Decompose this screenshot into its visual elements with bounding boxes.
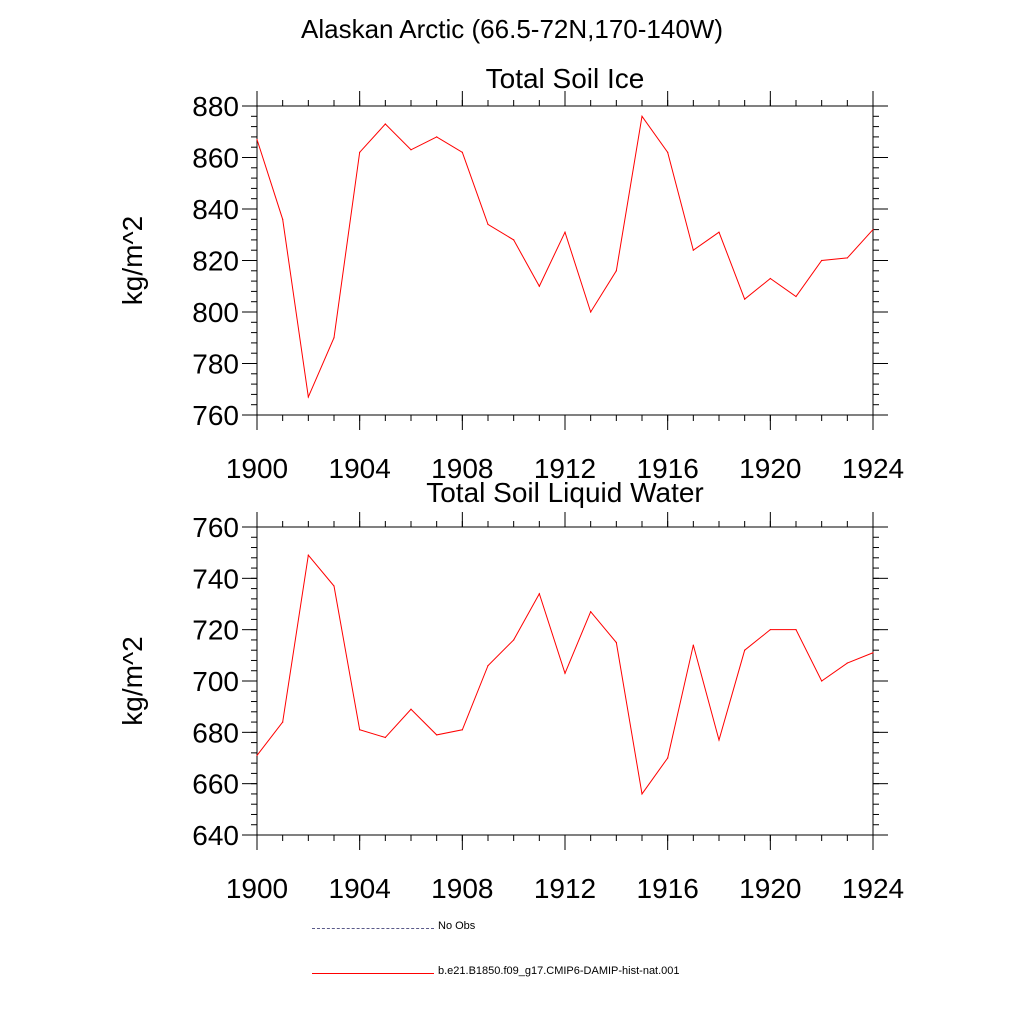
data-point xyxy=(564,672,566,674)
y-tick-label: 760 xyxy=(192,400,239,431)
data-point xyxy=(487,223,489,226)
data-point xyxy=(846,257,848,259)
x-tick-label: 1916 xyxy=(637,453,699,484)
y-tick-label: 740 xyxy=(192,563,239,594)
x-tick-label: 1904 xyxy=(329,453,391,484)
data-point xyxy=(692,644,694,646)
y-tick-label: 720 xyxy=(192,615,239,646)
panel-title: Total Soil Ice xyxy=(486,63,645,94)
x-tick-label: 1900 xyxy=(226,453,288,484)
data-point xyxy=(564,231,566,233)
x-tick-label: 1912 xyxy=(534,873,596,904)
x-tick-label: 1924 xyxy=(842,453,904,484)
data-point xyxy=(846,662,848,664)
data-point xyxy=(333,337,335,339)
x-tick-label: 1900 xyxy=(226,873,288,904)
data-point xyxy=(795,629,797,631)
panel-total-soil-liquid-water: 640 660 680 700 720 740 760 1900 1904 1908 1912 191… xyxy=(117,477,904,904)
data-point xyxy=(744,649,746,651)
data-point xyxy=(538,593,540,595)
y-axis-label: kg/m^2 xyxy=(117,636,148,725)
data-point xyxy=(410,149,412,151)
data-point xyxy=(615,641,617,644)
data-point xyxy=(410,708,412,710)
data-point xyxy=(692,249,694,251)
data-point xyxy=(282,721,284,723)
data-point xyxy=(795,295,797,298)
data-point xyxy=(461,151,463,153)
data-point xyxy=(538,285,540,287)
legend-line-dashed xyxy=(312,928,434,929)
data-point xyxy=(667,151,669,153)
x-tick-label: 1920 xyxy=(739,453,801,484)
legend-label-no-obs: No Obs xyxy=(438,920,476,932)
data-point xyxy=(513,239,515,241)
y-tick-label: 780 xyxy=(192,349,239,380)
data-point xyxy=(590,611,592,613)
data-point xyxy=(307,396,309,398)
series-line xyxy=(256,554,874,796)
panel-title: Total Soil Liquid Water xyxy=(426,477,704,508)
y-tick-label: 860 xyxy=(192,143,239,174)
data-point xyxy=(384,736,386,739)
data-point xyxy=(872,652,874,654)
data-point xyxy=(359,151,361,153)
data-point xyxy=(769,277,771,280)
data-point xyxy=(641,793,643,795)
data-point xyxy=(718,739,720,741)
data-point xyxy=(821,680,823,682)
y-axis-label: kg/m^2 xyxy=(117,216,148,305)
legend-item-no-obs: No Obs xyxy=(312,918,812,938)
figure-main-title: Alaskan Arctic (66.5-72N,170-140W) xyxy=(301,14,723,44)
data-point xyxy=(333,585,335,587)
data-point xyxy=(282,218,284,220)
legend-line-solid xyxy=(312,973,434,974)
data-point xyxy=(461,729,463,731)
data-point xyxy=(769,629,771,631)
data-point xyxy=(436,734,438,736)
x-tick-label: 1916 xyxy=(637,873,699,904)
data-point xyxy=(359,729,361,731)
data-point xyxy=(307,554,309,556)
panel-total-soil-ice: 760 780 800 820 840 860 880 1900 1904 1908 1912 191… xyxy=(117,63,904,484)
x-tick-label: 1908 xyxy=(431,453,493,484)
data-point xyxy=(821,259,823,262)
plot-frame xyxy=(256,526,874,836)
data-point xyxy=(718,231,720,233)
data-point xyxy=(256,138,258,141)
y-tick-label: 660 xyxy=(192,769,239,800)
plot-frame xyxy=(256,105,874,416)
y-tick-label: 700 xyxy=(192,666,239,697)
data-point xyxy=(436,136,438,138)
data-point xyxy=(641,115,643,117)
y-tick-label: 680 xyxy=(192,717,239,748)
legend-item-model-run: b.e21.B1850.f09_g17.CMIP6-DAMIP-hist-nat… xyxy=(312,963,812,983)
series-line xyxy=(256,115,874,399)
data-point xyxy=(487,665,489,667)
data-point xyxy=(744,298,746,300)
y-tick-label: 880 xyxy=(192,91,239,122)
data-point xyxy=(256,754,258,757)
data-point xyxy=(667,757,669,759)
x-tick-label: 1904 xyxy=(329,873,391,904)
data-point xyxy=(872,229,874,231)
x-tick-label: 1908 xyxy=(431,873,493,904)
y-tick-label: 820 xyxy=(192,246,239,277)
y-tick-label: 840 xyxy=(192,194,239,225)
x-tick-label: 1912 xyxy=(534,453,596,484)
y-tick-label: 760 xyxy=(192,512,239,543)
data-point xyxy=(615,270,617,272)
y-tick-label: 800 xyxy=(192,297,239,328)
x-tick-label: 1924 xyxy=(842,873,904,904)
data-point xyxy=(590,311,592,313)
y-tick-label: 640 xyxy=(192,820,239,851)
data-point xyxy=(513,639,515,641)
legend-label-model-run: b.e21.B1850.f09_g17.CMIP6-DAMIP-hist-nat… xyxy=(438,965,680,977)
data-point xyxy=(384,123,386,125)
x-tick-label: 1920 xyxy=(739,873,801,904)
